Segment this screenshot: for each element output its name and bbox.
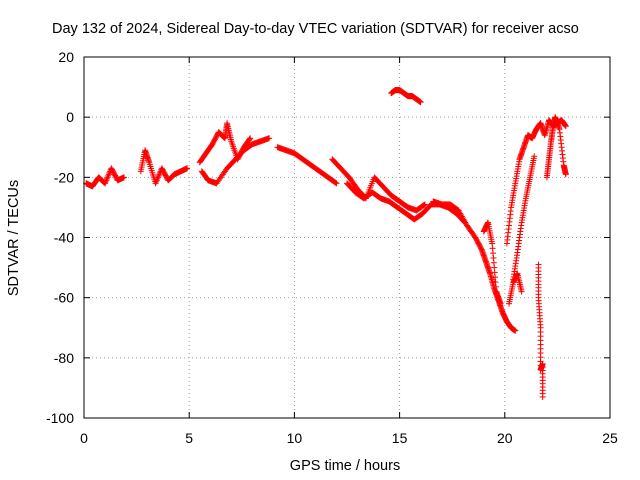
- axis-ticks: -100 -80 -60 -40 -20 0 20 0 5 10 15 20 25: [46, 49, 618, 446]
- y-tick-label: 0: [66, 109, 74, 125]
- data-point: [531, 153, 538, 160]
- data-point: [246, 136, 253, 143]
- plot-frame: [83, 56, 611, 419]
- x-tick-label: 0: [80, 430, 88, 446]
- data-point: [120, 174, 127, 181]
- x-tick-label: 25: [602, 430, 618, 446]
- y-tick-label: 20: [58, 49, 74, 65]
- data-point: [266, 135, 273, 142]
- grid-lines: [84, 57, 610, 418]
- x-tick-label: 5: [185, 430, 193, 446]
- x-tick-label: 15: [392, 430, 408, 446]
- data-point: [333, 180, 340, 187]
- data-point: [417, 99, 424, 106]
- y-tick-label: -20: [54, 169, 74, 185]
- x-tick-label: 20: [497, 430, 513, 446]
- data-point: [539, 393, 546, 400]
- data-point: [497, 300, 504, 307]
- y-tick-label: -40: [54, 230, 74, 246]
- y-tick-label: -100: [46, 410, 74, 426]
- data-point: [247, 135, 254, 142]
- data-point: [512, 327, 519, 334]
- y-tick-label: -60: [54, 290, 74, 306]
- data-point: [332, 179, 339, 186]
- data-point: [184, 165, 191, 172]
- x-axis-label: GPS time / hours: [290, 458, 400, 474]
- data-points: [83, 87, 569, 400]
- data-point: [562, 171, 569, 178]
- x-tick-label: 10: [287, 430, 303, 446]
- data-point: [421, 201, 428, 208]
- data-point: [421, 202, 428, 209]
- y-axis-label: SDTVAR / TECUs: [6, 180, 22, 296]
- y-tick-label: -80: [54, 350, 74, 366]
- chart-title: Day 132 of 2024, Sidereal Day-to-day VTE…: [52, 21, 579, 37]
- data-point: [562, 123, 569, 130]
- data-point: [518, 288, 525, 295]
